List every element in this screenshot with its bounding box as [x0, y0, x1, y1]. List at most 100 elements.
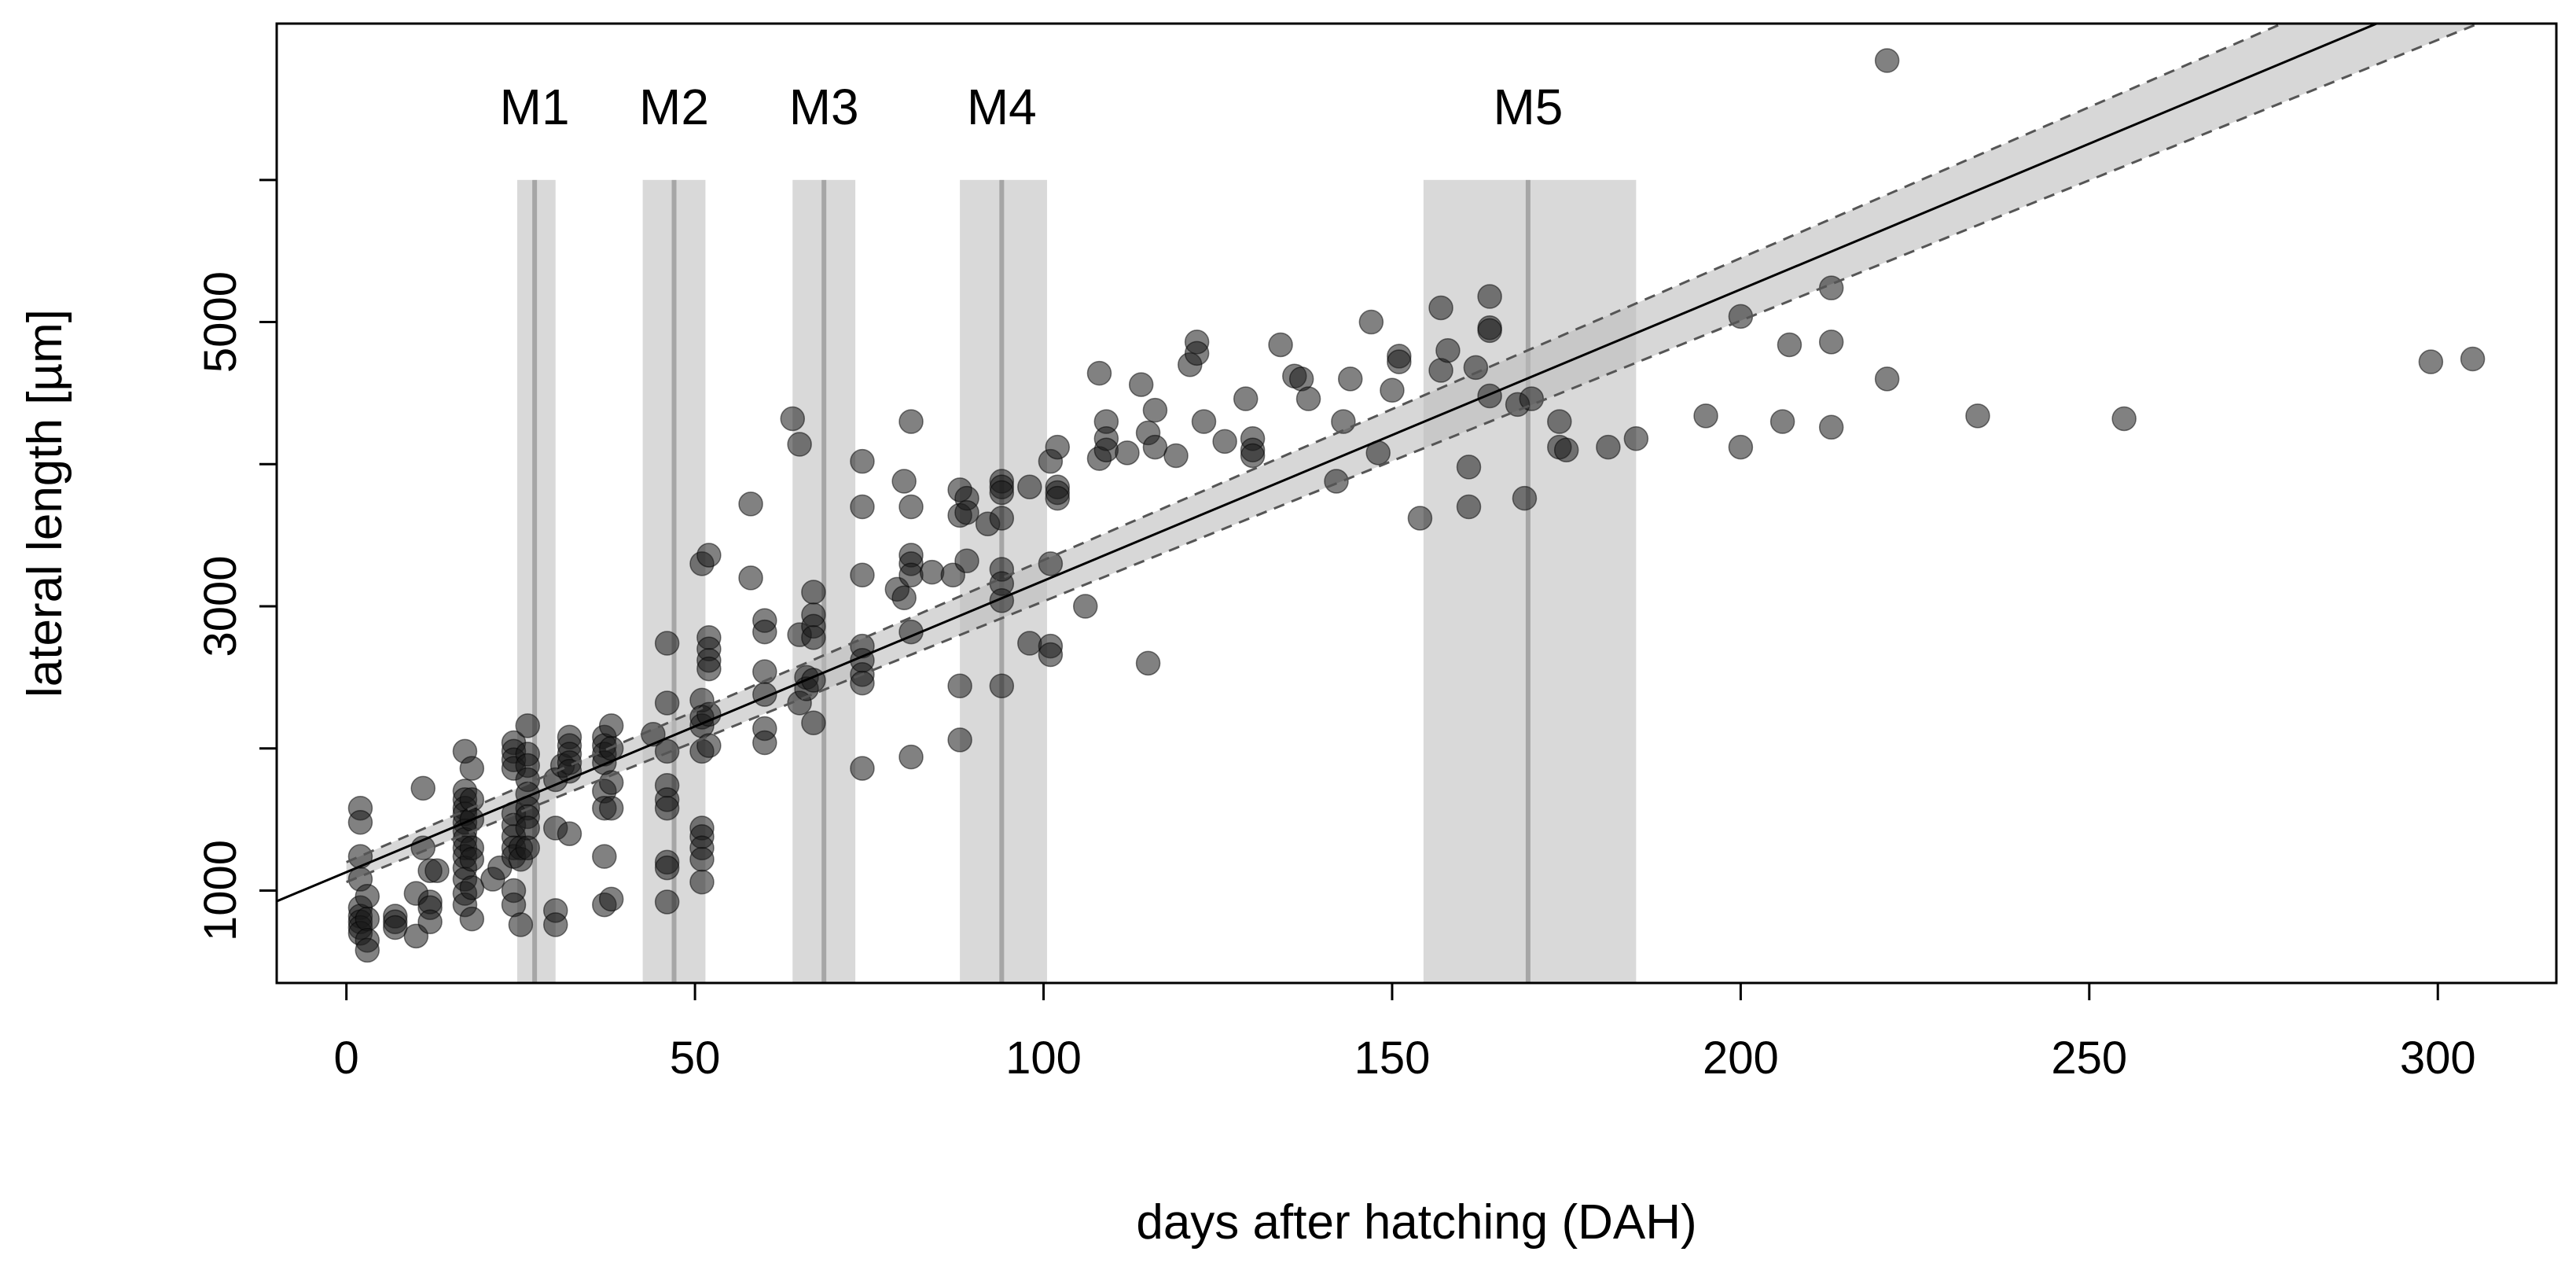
- data-point: [347, 810, 373, 835]
- data-point: [1337, 366, 1363, 392]
- milestone-label-m2: M2: [639, 79, 709, 135]
- data-point: [1693, 403, 1718, 429]
- data-point: [1331, 409, 1356, 434]
- data-point: [592, 844, 617, 869]
- data-point: [989, 506, 1015, 531]
- data-point: [2460, 346, 2486, 372]
- data-point: [801, 580, 826, 605]
- data-points: [347, 48, 2486, 963]
- data-point: [1142, 434, 1168, 460]
- data-point: [1407, 506, 1433, 531]
- data-point: [1128, 372, 1154, 397]
- x-axis-title: days after hatching (DAH): [1136, 1195, 1696, 1250]
- data-point: [696, 656, 722, 682]
- data-point: [850, 562, 875, 588]
- data-point: [1769, 409, 1795, 434]
- data-point: [738, 565, 763, 591]
- data-point: [459, 847, 485, 872]
- data-point: [898, 494, 924, 520]
- data-point: [1777, 332, 1802, 358]
- data-point: [1184, 341, 1210, 366]
- data-point: [1456, 455, 1482, 480]
- x-tick-label: 0: [334, 1033, 359, 1084]
- data-point: [1435, 337, 1461, 363]
- data-point: [780, 406, 806, 432]
- x-tick-label: 150: [1354, 1033, 1431, 1084]
- data-point: [787, 432, 812, 457]
- data-point: [1358, 309, 1384, 335]
- data-point: [696, 733, 722, 758]
- data-point: [898, 409, 924, 434]
- data-point: [689, 847, 715, 872]
- data-point: [1477, 284, 1502, 309]
- x-tick-label: 50: [670, 1033, 721, 1084]
- data-point: [1519, 386, 1545, 411]
- data-point: [1038, 551, 1064, 576]
- data-point: [1456, 494, 1482, 520]
- data-point: [696, 701, 722, 727]
- ci-lower-line: [346, 24, 2482, 884]
- data-point: [1818, 329, 1844, 355]
- data-point: [2111, 406, 2137, 432]
- data-point: [459, 906, 485, 932]
- data-point: [654, 690, 680, 716]
- data-point: [1477, 383, 1502, 409]
- milestone-label-m1: M1: [500, 79, 570, 135]
- data-point: [1477, 318, 1502, 344]
- data-point: [383, 915, 408, 941]
- data-point: [1017, 631, 1042, 656]
- data-point: [850, 756, 875, 781]
- data-point: [1086, 360, 1112, 386]
- data-point: [1553, 437, 1579, 462]
- data-point: [410, 775, 435, 801]
- data-point: [1072, 594, 1098, 619]
- ci-upper-line: [346, 24, 2285, 863]
- y-tick-label: 3000: [195, 556, 246, 657]
- data-point: [1380, 377, 1405, 403]
- data-point: [1142, 397, 1168, 423]
- data-point: [1240, 443, 1266, 469]
- data-point: [1818, 414, 1844, 440]
- regression-line: [277, 24, 2380, 903]
- data-point: [1324, 469, 1349, 494]
- data-point: [898, 744, 924, 770]
- data-point: [598, 770, 624, 795]
- data-point: [654, 889, 680, 915]
- x-tick-label: 200: [1703, 1033, 1779, 1084]
- regression-lines: [277, 24, 2482, 903]
- data-point: [891, 585, 917, 610]
- data-point: [738, 491, 763, 517]
- data-point: [654, 738, 680, 764]
- data-point: [1728, 434, 1754, 460]
- data-point: [459, 875, 485, 900]
- data-point: [598, 713, 624, 738]
- x-tick-label: 300: [2400, 1033, 2476, 1084]
- x-tick-label: 100: [1005, 1033, 1082, 1084]
- data-point: [1623, 426, 1649, 451]
- data-point: [1463, 355, 1489, 381]
- data-point: [1135, 650, 1161, 676]
- data-point: [989, 480, 1015, 506]
- data-point: [1212, 429, 1237, 455]
- data-point: [850, 494, 875, 520]
- data-point: [989, 673, 1015, 699]
- data-point: [2418, 349, 2444, 374]
- data-point: [1191, 409, 1217, 434]
- data-point: [515, 835, 541, 861]
- data-point: [919, 559, 945, 585]
- data-point: [542, 912, 568, 937]
- data-point: [752, 619, 777, 645]
- data-point: [654, 855, 680, 881]
- data-point: [508, 912, 534, 937]
- data-point: [1547, 409, 1572, 434]
- data-point: [1233, 386, 1259, 411]
- data-point: [954, 548, 979, 573]
- data-point: [557, 821, 582, 846]
- data-point: [1038, 642, 1064, 668]
- data-point: [850, 448, 875, 474]
- data-point: [347, 844, 373, 869]
- data-point: [954, 499, 979, 525]
- data-point: [947, 673, 972, 699]
- data-point: [459, 756, 485, 781]
